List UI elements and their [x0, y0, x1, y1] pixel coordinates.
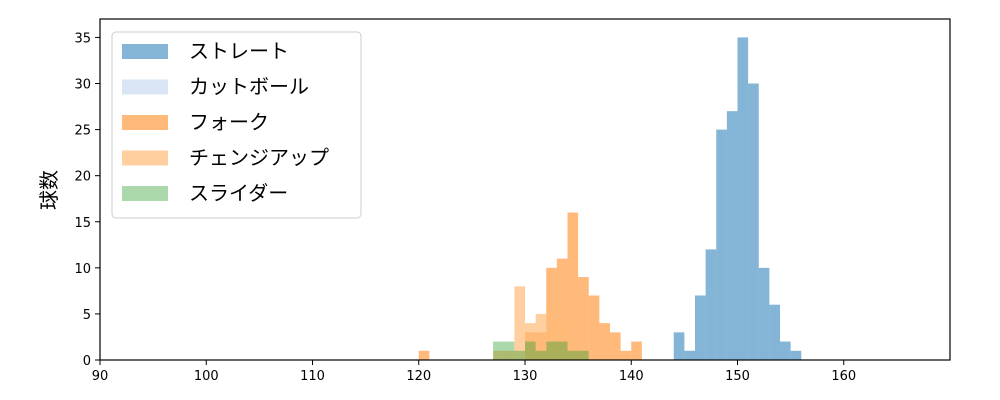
- bar-s3-b0: [493, 350, 504, 360]
- bar-s3-b1: [503, 350, 515, 360]
- bar-s2-b7: [588, 295, 600, 360]
- bar-s0-b0: [673, 332, 685, 360]
- legend-box: [111, 31, 362, 219]
- legend-swatch-4: [122, 186, 168, 201]
- bar-s2-b10: [620, 350, 632, 360]
- bar-s0-b6: [737, 37, 749, 360]
- bar-s0-b9: [769, 304, 780, 360]
- x-tick-label-4: 130: [513, 369, 538, 384]
- x-tick-label-5: 140: [619, 369, 644, 384]
- bar-s0-b5: [726, 111, 738, 360]
- bar-s0-b2: [695, 295, 706, 360]
- x-tick-label-1: 100: [194, 369, 219, 384]
- y-tick-label-1: 5: [83, 308, 91, 323]
- bar-s4-b5: [567, 350, 589, 360]
- bar-s3-b5: [546, 304, 557, 360]
- bars-layer: [418, 37, 802, 360]
- bar-s3-b7: [567, 341, 579, 360]
- x-tick-label-0: 90: [92, 369, 109, 384]
- legend-label-4: スライダー: [189, 181, 288, 205]
- bar-s4-b2: [525, 341, 536, 360]
- x-tick-label-3: 120: [406, 369, 431, 384]
- legend-swatch-2: [122, 115, 168, 130]
- y-tick-label-6: 30: [74, 78, 91, 93]
- bar-s0-b8: [758, 267, 770, 360]
- bar-s0-b11: [790, 350, 802, 360]
- bar-s2-b6: [578, 277, 589, 360]
- y-tick-label-0: 0: [83, 354, 91, 369]
- bar-s0-b1: [684, 350, 695, 360]
- x-tick-label-2: 110: [300, 369, 325, 384]
- bar-s3-b6: [556, 323, 568, 360]
- legend-swatch-1: [122, 79, 168, 95]
- bar-s2-b4: [556, 258, 568, 360]
- bar-s3-b3: [525, 323, 536, 360]
- bar-s4-b0: [493, 341, 515, 360]
- x-tick-label-7: 160: [831, 369, 856, 384]
- bar-s0-b7: [748, 83, 759, 360]
- bar-s2-b9: [610, 332, 621, 360]
- y-tick-label-5: 25: [74, 124, 91, 139]
- bar-s2-b5: [567, 212, 579, 360]
- y-axis: 0 5 10 15 20 25 30 35: [74, 31, 100, 369]
- y-tick-label-7: 35: [74, 31, 91, 46]
- bar-s0-b3: [705, 249, 717, 360]
- bar-s3-b8: [578, 350, 589, 360]
- bar-s3-b2: [514, 286, 525, 360]
- bar-s0-b10: [780, 341, 791, 360]
- x-tick-label-6: 150: [725, 369, 750, 384]
- bar-s4-b1: [514, 350, 525, 360]
- y-tick-label-4: 20: [74, 170, 91, 185]
- legend-swatch-3: [122, 150, 168, 166]
- legend-label-2: フォーク: [189, 110, 269, 134]
- y-tick-label-2: 10: [74, 262, 91, 277]
- bar-s3-b4: [535, 313, 547, 360]
- y-axis-label: 球数: [37, 170, 61, 210]
- bar-s2-b8: [599, 323, 610, 360]
- legend-label-0: ストレート: [189, 39, 289, 63]
- bar-s4-b3: [535, 350, 547, 360]
- bar-s4-b4: [546, 341, 568, 360]
- legend-label-3: チェンジアップ: [189, 146, 329, 170]
- y-tick-label-3: 15: [74, 216, 91, 231]
- bar-s2-b11: [631, 341, 642, 360]
- bar-s0-b4: [716, 129, 727, 360]
- legend-label-1: カットボール: [189, 75, 309, 99]
- x-axis: 90 100 110 120 130 140 150 160: [92, 360, 856, 384]
- legend-swatch-0: [122, 44, 168, 59]
- bar-s2-b0: [418, 350, 430, 360]
